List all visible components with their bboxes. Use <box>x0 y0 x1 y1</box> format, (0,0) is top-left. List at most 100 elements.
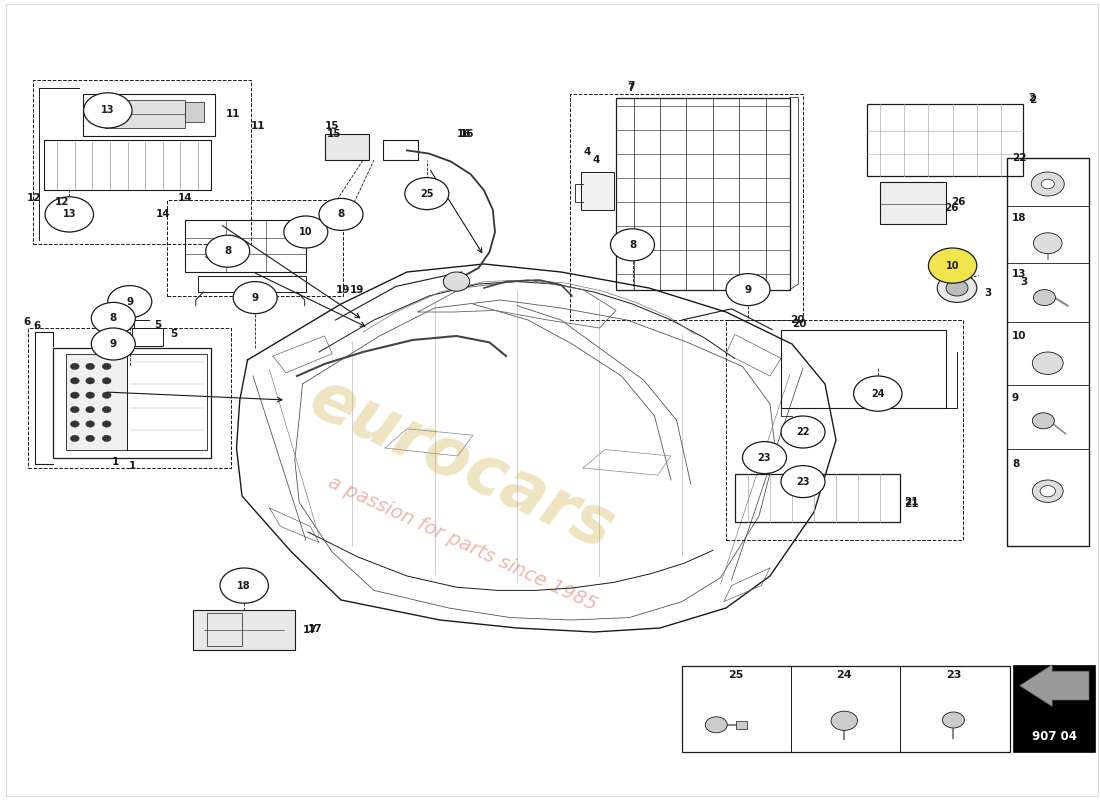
Bar <box>28 328 231 468</box>
Text: 9: 9 <box>1012 394 1019 403</box>
Bar <box>104 100 185 128</box>
Circle shape <box>102 406 111 413</box>
Text: 10: 10 <box>946 261 959 270</box>
Text: 6: 6 <box>23 317 31 326</box>
Text: 15: 15 <box>327 130 341 139</box>
Bar <box>1014 666 1094 752</box>
Bar <box>207 613 242 646</box>
Text: 3: 3 <box>984 288 992 298</box>
Circle shape <box>319 198 363 230</box>
Bar <box>132 328 163 346</box>
Text: 17: 17 <box>302 626 317 635</box>
Polygon shape <box>1020 665 1089 706</box>
Bar <box>192 610 295 650</box>
Text: 4: 4 <box>583 147 591 157</box>
Text: 11: 11 <box>226 109 240 118</box>
Circle shape <box>70 406 79 413</box>
Circle shape <box>91 328 135 360</box>
Text: 11: 11 <box>251 122 265 131</box>
Text: 25: 25 <box>420 189 433 198</box>
Circle shape <box>84 93 132 128</box>
Text: 19: 19 <box>350 286 364 295</box>
Bar <box>44 140 211 190</box>
Text: 23: 23 <box>796 477 810 486</box>
Text: 13: 13 <box>101 106 114 115</box>
Text: 8: 8 <box>338 210 344 219</box>
Text: 20: 20 <box>792 319 806 329</box>
Circle shape <box>781 466 825 498</box>
Circle shape <box>70 435 79 442</box>
Circle shape <box>233 282 277 314</box>
Circle shape <box>70 392 79 398</box>
Text: 907 04: 907 04 <box>1032 730 1077 742</box>
Bar <box>167 200 343 296</box>
Bar <box>33 80 251 244</box>
Text: 24: 24 <box>836 670 852 680</box>
Circle shape <box>102 363 111 370</box>
Circle shape <box>284 216 328 248</box>
Text: 13: 13 <box>63 210 76 219</box>
Bar <box>1006 158 1089 546</box>
Circle shape <box>220 568 268 603</box>
Circle shape <box>1032 413 1054 429</box>
Text: 4: 4 <box>593 155 600 165</box>
Bar <box>867 104 1023 176</box>
Text: 8: 8 <box>110 314 117 323</box>
Circle shape <box>86 406 95 413</box>
Text: 9: 9 <box>110 339 117 349</box>
Circle shape <box>928 248 977 283</box>
Text: 26: 26 <box>952 197 966 206</box>
Bar <box>570 94 803 320</box>
Circle shape <box>86 378 95 384</box>
Text: 7: 7 <box>627 83 635 93</box>
Text: 20: 20 <box>790 315 804 325</box>
Text: 1: 1 <box>112 458 119 467</box>
Text: 10: 10 <box>1012 331 1026 341</box>
Text: 22: 22 <box>1012 154 1026 163</box>
Circle shape <box>70 378 79 384</box>
Bar <box>185 102 204 122</box>
Text: 24: 24 <box>871 389 884 398</box>
Circle shape <box>108 286 152 318</box>
Text: eurocars: eurocars <box>299 365 625 563</box>
Circle shape <box>1034 290 1056 306</box>
Circle shape <box>443 272 470 291</box>
Text: 1: 1 <box>129 461 135 470</box>
Bar <box>66 354 126 450</box>
Text: 25: 25 <box>728 670 744 680</box>
Text: 8: 8 <box>224 246 231 256</box>
Bar <box>735 474 900 522</box>
Circle shape <box>86 435 95 442</box>
Circle shape <box>781 416 825 448</box>
Bar <box>324 134 369 160</box>
Circle shape <box>1042 179 1054 189</box>
Circle shape <box>943 712 965 728</box>
Circle shape <box>70 421 79 427</box>
Circle shape <box>946 280 968 296</box>
Circle shape <box>726 274 770 306</box>
Circle shape <box>102 435 111 442</box>
Circle shape <box>937 274 977 302</box>
Circle shape <box>91 302 135 334</box>
Circle shape <box>742 442 786 474</box>
Circle shape <box>1041 486 1056 497</box>
Circle shape <box>1032 352 1064 374</box>
Circle shape <box>1032 480 1064 502</box>
Circle shape <box>832 711 858 730</box>
Text: 26: 26 <box>944 203 958 213</box>
Bar <box>185 220 306 272</box>
Text: 9: 9 <box>126 297 133 306</box>
Text: 9: 9 <box>252 293 258 302</box>
Circle shape <box>206 235 250 267</box>
Text: 18: 18 <box>1012 213 1026 222</box>
Text: 13: 13 <box>1012 269 1026 278</box>
Text: 6: 6 <box>33 322 41 331</box>
Text: 23: 23 <box>758 453 771 462</box>
Text: 5: 5 <box>154 320 162 330</box>
Bar <box>82 94 214 136</box>
Text: 10: 10 <box>299 227 312 237</box>
Bar <box>682 666 1010 752</box>
Circle shape <box>1033 233 1062 254</box>
Text: 3: 3 <box>1021 277 1028 286</box>
Circle shape <box>705 717 727 733</box>
